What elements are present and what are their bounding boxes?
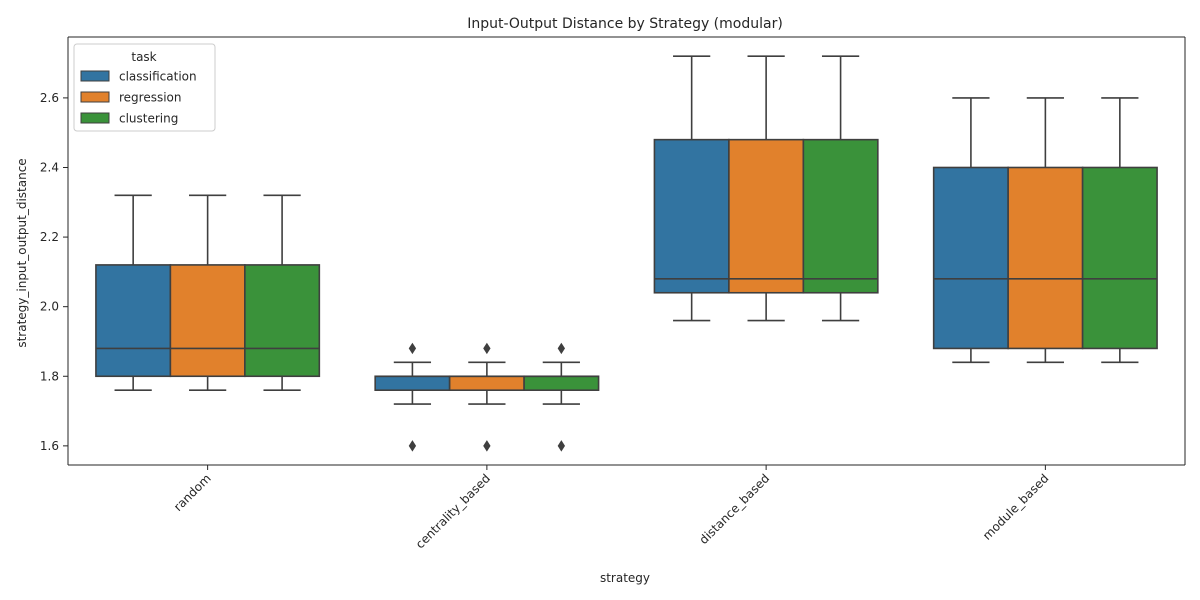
box-iqr xyxy=(169,264,246,378)
box-group xyxy=(244,194,321,391)
box-iqr xyxy=(1081,166,1158,350)
box-group xyxy=(1081,97,1158,364)
outlier-point xyxy=(557,440,566,452)
y-tick-label: 2.4 xyxy=(40,160,59,174)
box-group xyxy=(802,55,879,322)
x-axis-label: strategy xyxy=(600,571,650,585)
y-tick-label: 2.0 xyxy=(40,300,59,314)
legend-swatch xyxy=(80,112,110,124)
legend: task classification regression clustering xyxy=(73,43,216,132)
box-iqr xyxy=(374,375,451,391)
y-tick-label: 2.6 xyxy=(40,91,59,105)
legend-swatch xyxy=(80,91,110,103)
box-iqr xyxy=(95,264,172,378)
box-group xyxy=(932,97,1009,364)
box-group xyxy=(448,342,525,452)
legend-swatch xyxy=(80,70,110,82)
box-iqr xyxy=(244,264,321,378)
outlier-point xyxy=(483,440,491,452)
outlier-point xyxy=(408,342,417,355)
legend-entry-label: clustering xyxy=(119,112,178,126)
chart-title: Input-Output Distance by Strategy (modul… xyxy=(467,16,783,32)
box-group xyxy=(653,55,730,322)
outlier-point xyxy=(483,342,491,355)
chart-marks xyxy=(95,55,1158,452)
legend-entry-label: regression xyxy=(119,91,182,105)
box-iqr xyxy=(932,166,1009,350)
box-iqr xyxy=(523,375,600,391)
box-group xyxy=(95,194,172,391)
box-group xyxy=(1007,97,1084,364)
box-iqr xyxy=(728,138,805,294)
y-axis-label: strategy_input_output_distance xyxy=(15,158,29,347)
box-group xyxy=(374,342,451,452)
outlier-point xyxy=(408,440,417,452)
box-iqr xyxy=(802,138,879,294)
box-group xyxy=(728,55,805,322)
legend-title: task xyxy=(131,50,156,64)
y-tick-label: 1.6 xyxy=(40,439,59,453)
outlier-point xyxy=(557,342,566,355)
box-iqr xyxy=(653,138,730,294)
legend-frame xyxy=(73,43,216,132)
box-iqr xyxy=(448,375,525,391)
legend-entry-label: classification xyxy=(119,70,197,84)
y-tick-label: 1.8 xyxy=(40,369,59,383)
box-iqr xyxy=(1007,166,1084,350)
y-tick-label: 2.2 xyxy=(40,230,59,244)
box-group xyxy=(523,342,600,452)
